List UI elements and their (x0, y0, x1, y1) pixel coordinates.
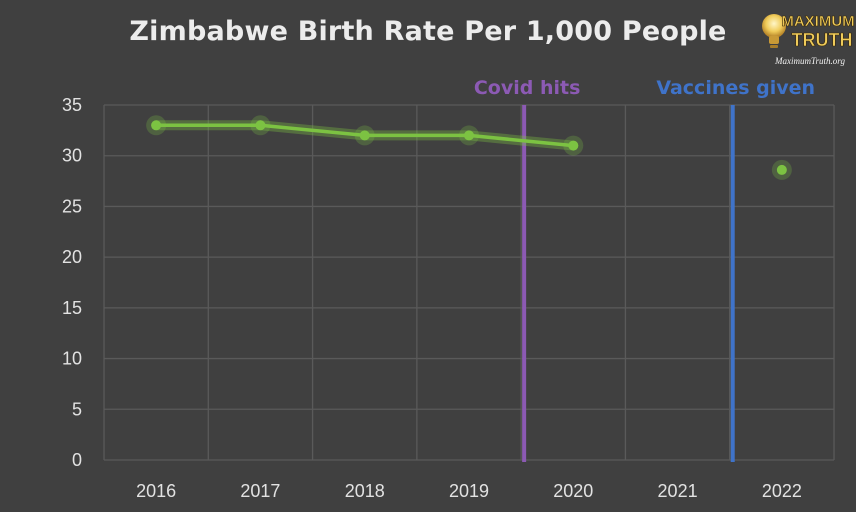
axis-labels: 0 5 10 15 20 25 30 35 2016 2017 2018 2019 2020 2021 20… (62, 95, 802, 501)
y-tick-label: 10 (62, 349, 82, 369)
y-tick-label: 25 (62, 196, 82, 216)
logo-url: MaximumTruth.org (774, 56, 845, 66)
data-point (464, 130, 474, 141)
logo-line2: TRUTH (792, 30, 853, 50)
x-tick-label: 2019 (449, 481, 489, 501)
x-tick-label: 2020 (553, 481, 593, 501)
data-point (568, 140, 579, 151)
x-tick-label: 2022 (762, 481, 802, 501)
data-point (255, 120, 266, 131)
maximum-truth-logo: MAXIMUM TRUTH MaximumTruth.org (760, 4, 855, 70)
x-tick-label: 2017 (240, 481, 280, 501)
x-tick-label: 2021 (658, 481, 698, 501)
data-point (151, 120, 162, 131)
chart-title: Zimbabwe Birth Rate Per 1,000 People (129, 16, 727, 47)
data-point (359, 130, 370, 141)
y-tick-label: 30 (62, 146, 82, 166)
annotation-label: Covid hits (474, 77, 581, 99)
series-line-segment (258, 123, 367, 138)
y-tick-label: 15 (62, 298, 82, 318)
logo-line1: MAXIMUM (781, 13, 854, 30)
gridlines (103, 104, 835, 461)
data-series (146, 115, 792, 180)
data-point (776, 164, 787, 175)
lightbulb-icon (762, 14, 786, 48)
series-line-segment (467, 133, 576, 148)
y-tick-label: 35 (62, 95, 82, 115)
y-tick-label: 20 (62, 247, 82, 267)
x-tick-label: 2018 (345, 481, 385, 501)
x-tick-label: 2016 (136, 481, 176, 501)
annotations: Covid hits Vaccines given (474, 77, 815, 462)
annotation-label: Vaccines given (656, 77, 815, 99)
y-tick-label: 0 (72, 450, 82, 470)
y-tick-label: 5 (72, 399, 82, 419)
